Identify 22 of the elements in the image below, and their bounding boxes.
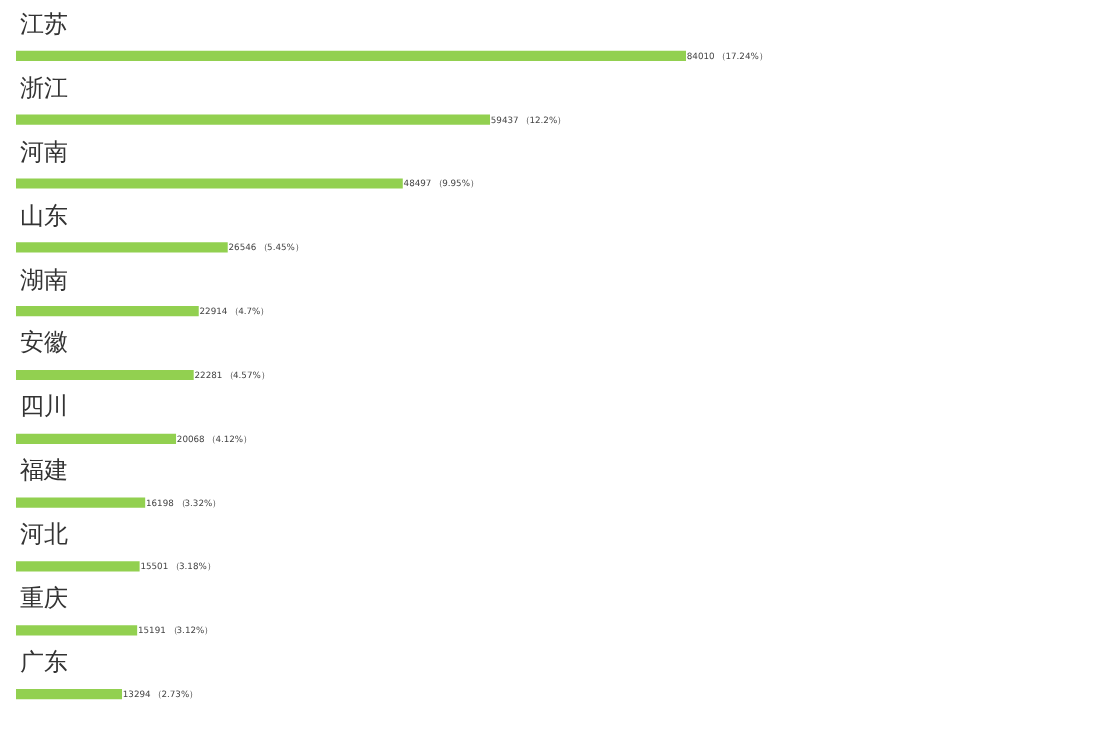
y-tick-label: 江苏: [20, 10, 68, 38]
y-tick-label: 山东: [20, 202, 68, 230]
bar: [16, 625, 138, 636]
y-tick-label: 河南: [20, 138, 68, 166]
bar: [16, 561, 140, 572]
bar: [16, 306, 199, 317]
y-tick-label: 广东: [20, 648, 68, 676]
y-tick-label: 湖南: [20, 266, 68, 294]
y-tick-label: 四川: [20, 392, 68, 420]
y-tick-label: 河北: [20, 520, 68, 548]
y-tick-label: 浙江: [20, 74, 68, 102]
bar: [16, 178, 403, 189]
bar: [16, 688, 123, 700]
bar: [16, 497, 146, 508]
bar: [16, 114, 491, 125]
bar: [16, 369, 194, 381]
bar: [16, 433, 177, 444]
y-tick-label: 福建: [20, 456, 68, 484]
bar: [16, 242, 228, 253]
y-tick-label: 安徽: [20, 328, 68, 356]
y-tick-label: 重庆: [20, 584, 68, 612]
bar: [16, 50, 686, 61]
